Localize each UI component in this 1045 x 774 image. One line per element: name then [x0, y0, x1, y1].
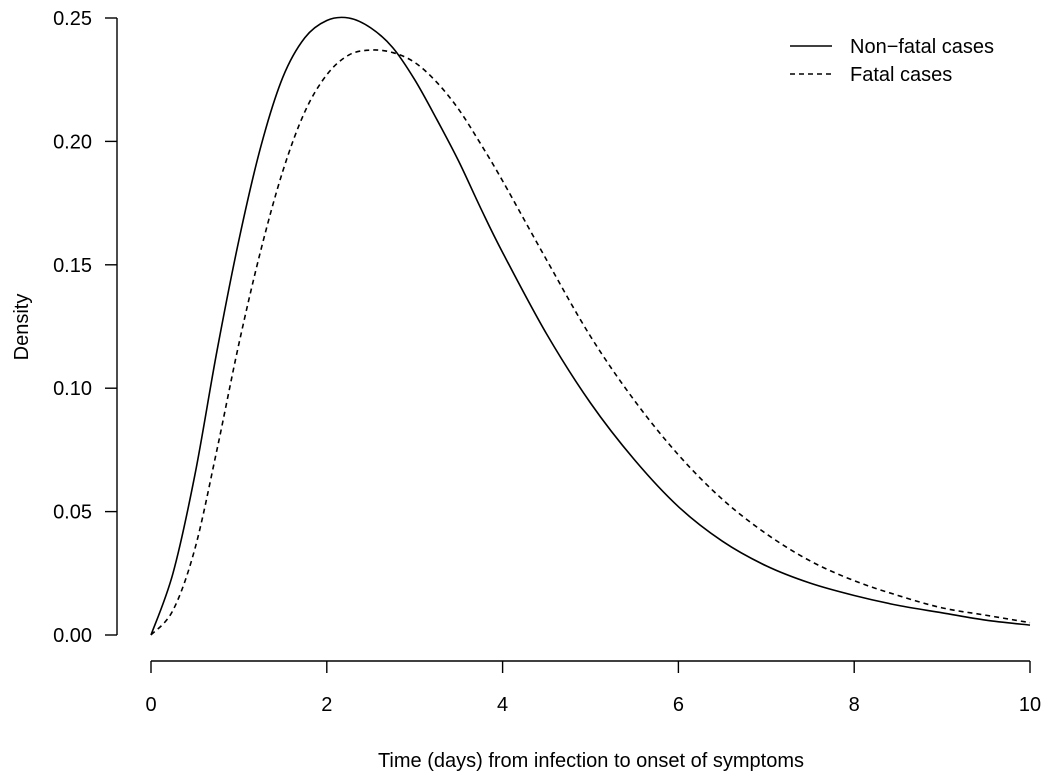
- y-tick-label: 0.05: [53, 502, 92, 524]
- curves: [150, 16, 1031, 636]
- x-tick-label: 10: [1019, 694, 1041, 716]
- y-tick-label: 0.10: [53, 378, 92, 400]
- legend: Non−fatal cases Fatal cases: [790, 36, 994, 86]
- x-tick-label: 2: [321, 694, 332, 716]
- y-tick-label: 0.20: [53, 131, 92, 153]
- y-tick-label: 0.25: [53, 8, 92, 30]
- x-tick-label: 6: [673, 694, 684, 716]
- y-tick-label: 0.00: [53, 625, 92, 647]
- fatal-cases-curve: [150, 49, 1031, 636]
- y-axis-label: Density: [11, 294, 33, 361]
- x-axis: 0 2 4 6 8 10: [145, 660, 1041, 716]
- x-tick-label: 4: [497, 694, 508, 716]
- legend-label: Fatal cases: [850, 64, 952, 86]
- x-tick-label: 0: [145, 694, 156, 716]
- non-fatal-cases-curve: [150, 16, 1031, 636]
- x-tick-label: 8: [849, 694, 860, 716]
- y-axis: 0.00 0.05 0.10 0.15 0.20 0.25: [53, 8, 118, 647]
- legend-label: Non−fatal cases: [850, 36, 994, 58]
- y-tick-label: 0.15: [53, 255, 92, 277]
- x-axis-label: Time (days) from infection to onset of s…: [378, 750, 804, 772]
